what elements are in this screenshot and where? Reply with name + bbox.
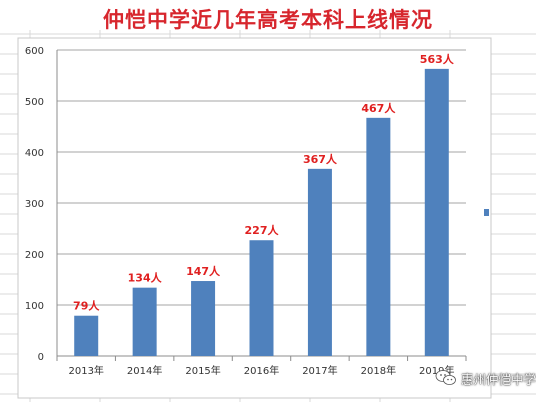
y-tick-label: 500 bbox=[25, 97, 44, 108]
y-tick-label: 0 bbox=[38, 352, 44, 363]
data-labels: 79人 134人 147人 227人 367人 467人 563人 bbox=[73, 52, 455, 313]
x-tick-label: 2018年 bbox=[361, 364, 396, 377]
data-label: 147人 bbox=[186, 264, 221, 278]
bars bbox=[74, 68, 449, 357]
bar bbox=[191, 281, 216, 356]
data-label: 79人 bbox=[73, 299, 100, 313]
x-axis: 2013年 2014年 2015年 2016年 2017年 2018年 2019年 bbox=[56, 356, 467, 377]
watermark: 惠州仲恺中学 bbox=[435, 363, 536, 393]
bar bbox=[249, 240, 274, 356]
bar bbox=[74, 315, 99, 356]
x-tick-label: 2013年 bbox=[68, 364, 103, 377]
x-tick-label: 2014年 bbox=[127, 364, 162, 377]
data-label: 227人 bbox=[245, 223, 280, 237]
watermark-text: 惠州仲恺中学 bbox=[461, 371, 536, 387]
data-label: 467人 bbox=[361, 101, 396, 115]
y-tick-label: 300 bbox=[25, 199, 44, 210]
y-axis: 0 100 200 300 400 500 600 bbox=[25, 46, 466, 363]
bar bbox=[424, 68, 449, 357]
x-tick-label: 2015年 bbox=[185, 364, 220, 377]
wechat-icon bbox=[435, 370, 456, 385]
x-tick-label: 2016年 bbox=[244, 364, 279, 377]
y-tick-label: 200 bbox=[25, 250, 44, 261]
y-tick-label: 100 bbox=[25, 301, 44, 312]
bar bbox=[366, 117, 391, 356]
legend-marker bbox=[484, 209, 489, 216]
chart-title: 仲恺中学近几年高考本科上线情况 bbox=[103, 7, 433, 32]
bar bbox=[307, 168, 332, 356]
x-tick-label: 2017年 bbox=[302, 364, 337, 377]
data-label: 367人 bbox=[303, 152, 338, 166]
bar bbox=[132, 287, 157, 356]
y-tick-label: 400 bbox=[25, 148, 44, 159]
y-tick-label: 600 bbox=[25, 46, 44, 57]
data-label: 563人 bbox=[420, 52, 455, 66]
data-label: 134人 bbox=[128, 271, 163, 285]
